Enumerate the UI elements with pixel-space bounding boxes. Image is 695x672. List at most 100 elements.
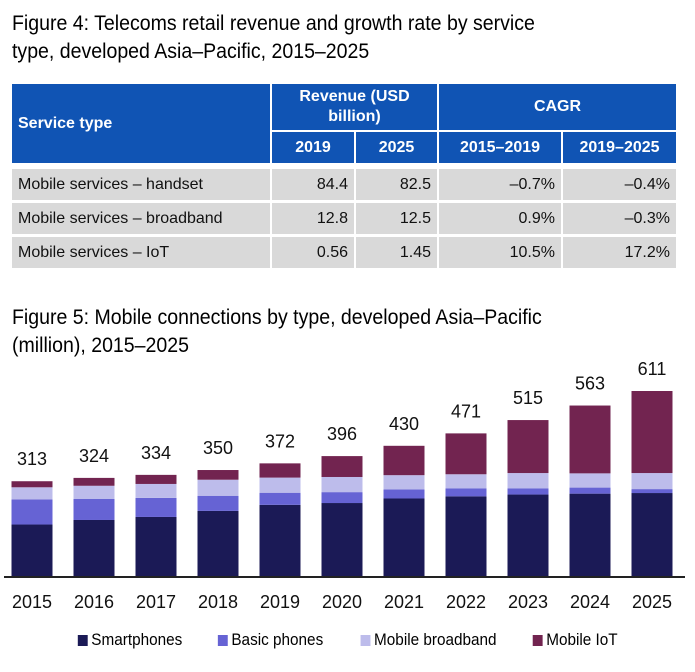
- legend-item-basic-phones: Basic phones: [218, 630, 324, 650]
- header-cagr-2015-2019: 2015–2019: [439, 132, 563, 165]
- figure5-title-line2: (million), 2015–2025: [12, 334, 189, 357]
- legend-label: Mobile IoT: [546, 630, 619, 649]
- bar-segment-mobile-iot-2015: [11, 481, 53, 488]
- bar-segment-mobile-broadband-2022: [445, 474, 487, 489]
- total-label-2024: 563: [575, 374, 605, 394]
- figure5-title: Figure 5: Mobile connections by type, de…: [12, 304, 542, 360]
- bar-segment-basic-phones-2016: [73, 498, 115, 520]
- bar-segment-basic-phones-2022: [445, 488, 487, 497]
- total-label-2020: 396: [327, 424, 357, 444]
- cell-rev-2019: 84.4: [272, 169, 356, 203]
- bar-segment-mobile-broadband-2015: [11, 487, 53, 500]
- cell-cagr-2019-2025: 17.2%: [563, 237, 676, 271]
- bar-segment-mobile-broadband-2020: [321, 476, 363, 493]
- figure4-title-line1: Figure 4: Telecoms retail revenue and gr…: [12, 12, 535, 35]
- table-row: Mobile services – IoT 0.56 1.45 10.5% 17…: [12, 237, 676, 271]
- cell-cagr-2019-2025: –0.4%: [563, 169, 676, 203]
- bar-segment-basic-phones-2017: [135, 497, 177, 517]
- bar-segment-mobile-iot-2016: [73, 477, 115, 486]
- legend-swatch: [218, 634, 229, 646]
- legend-label: Mobile broadband: [374, 630, 497, 649]
- cell-service: Mobile services – IoT: [12, 237, 272, 271]
- bar-segment-smartphones-2021: [383, 498, 425, 576]
- cell-service: Mobile services – broadband: [12, 203, 272, 237]
- bar-segment-smartphones-2015: [11, 524, 53, 576]
- bar-segment-basic-phones-2015: [11, 499, 53, 525]
- total-label-2023: 515: [513, 388, 543, 408]
- bar-segment-mobile-iot-2021: [383, 445, 425, 476]
- figure5-title-line1: Figure 5: Mobile connections by type, de…: [12, 306, 542, 329]
- x-tick-label-2022: 2022: [446, 592, 486, 612]
- figure4-title-line2: type, developed Asia–Pacific, 2015–2025: [12, 40, 370, 63]
- cell-rev-2025: 1.45: [356, 237, 439, 271]
- bar-segment-mobile-broadband-2025: [631, 473, 673, 490]
- x-tick-label-2024: 2024: [570, 592, 610, 612]
- cell-cagr-2019-2025: –0.3%: [563, 203, 676, 237]
- legend-item-mobile-iot: Mobile IoT: [533, 630, 618, 650]
- bar-segment-smartphones-2025: [631, 493, 673, 576]
- bar-segment-mobile-broadband-2024: [569, 473, 611, 488]
- legend-label: Smartphones: [91, 630, 183, 649]
- header-cagr-2019-2025: 2019–2025: [563, 132, 676, 165]
- header-revenue: Revenue (USD billion): [272, 84, 439, 132]
- bar-segment-mobile-iot-2020: [321, 456, 363, 477]
- bar-segment-smartphones-2020: [321, 503, 363, 576]
- bar-segment-basic-phones-2019: [259, 492, 301, 505]
- cell-cagr-2015-2019: –0.7%: [439, 169, 563, 203]
- bars-group: [11, 391, 673, 576]
- table-row: Mobile services – handset 84.4 82.5 –0.7…: [12, 169, 676, 203]
- legend-label: Basic phones: [231, 630, 324, 649]
- bar-segment-mobile-broadband-2021: [383, 475, 425, 490]
- cell-rev-2019: 12.8: [272, 203, 356, 237]
- chart-legend: Smartphones Basic phones Mobile broadband M…: [0, 630, 695, 650]
- x-tick-label-2021: 2021: [384, 592, 424, 612]
- bar-segment-smartphones-2018: [197, 510, 239, 576]
- x-tick-label-2025: 2025: [632, 592, 672, 612]
- total-labels-group: 313 324 334 350 372 396 430 471 515 563 611: [17, 359, 666, 469]
- bar-segment-mobile-iot-2022: [445, 433, 487, 475]
- legend-item-smartphones: Smartphones: [77, 630, 183, 650]
- table-row: Mobile services – broadband 12.8 12.5 0.…: [12, 203, 676, 237]
- legend-item-mobile-broadband: Mobile broadband: [360, 630, 497, 650]
- header-cagr: CAGR: [439, 84, 676, 132]
- header-2025: 2025: [356, 132, 439, 165]
- x-tick-label-2018: 2018: [198, 592, 238, 612]
- total-label-2016: 324: [79, 446, 109, 466]
- cell-rev-2025: 12.5: [356, 203, 439, 237]
- bar-segment-mobile-iot-2024: [569, 405, 611, 474]
- bar-segment-smartphones-2016: [73, 519, 115, 576]
- x-tick-label-2015: 2015: [12, 592, 52, 612]
- bar-segment-smartphones-2024: [569, 493, 611, 576]
- cell-service: Mobile services – handset: [12, 169, 272, 203]
- bar-segment-mobile-broadband-2023: [507, 473, 549, 489]
- bar-segment-smartphones-2017: [135, 516, 177, 576]
- legend-swatch: [533, 634, 544, 646]
- bar-segment-mobile-iot-2017: [135, 474, 177, 484]
- x-tick-labels-group: 2015 2016 2017 2018 2019 2020 2021 2022 2023 2024…: [12, 592, 672, 612]
- bar-segment-smartphones-2019: [259, 504, 301, 576]
- bar-segment-mobile-iot-2025: [631, 391, 673, 474]
- bar-segment-mobile-broadband-2018: [197, 479, 239, 496]
- total-label-2017: 334: [141, 443, 171, 463]
- cell-rev-2019: 0.56: [272, 237, 356, 271]
- total-label-2019: 372: [265, 431, 295, 451]
- cell-rev-2025: 82.5: [356, 169, 439, 203]
- total-label-2015: 313: [17, 449, 47, 469]
- total-label-2022: 471: [451, 401, 481, 421]
- header-service-type: Service type: [12, 84, 272, 165]
- total-label-2018: 350: [203, 438, 233, 458]
- cell-cagr-2015-2019: 0.9%: [439, 203, 563, 237]
- x-tick-label-2016: 2016: [74, 592, 114, 612]
- revenue-table: Service type Revenue (USD billion) CAGR …: [12, 84, 676, 271]
- figure4-title: Figure 4: Telecoms retail revenue and gr…: [12, 10, 535, 66]
- bar-segment-smartphones-2023: [507, 494, 549, 576]
- bar-segment-basic-phones-2024: [569, 487, 611, 494]
- bar-segment-mobile-iot-2018: [197, 470, 239, 480]
- total-label-2025: 611: [638, 359, 667, 379]
- x-tick-label-2023: 2023: [508, 592, 548, 612]
- bar-segment-basic-phones-2018: [197, 495, 239, 511]
- bar-segment-mobile-broadband-2017: [135, 483, 177, 498]
- bar-segment-smartphones-2022: [445, 496, 487, 576]
- legend-swatch: [77, 634, 88, 646]
